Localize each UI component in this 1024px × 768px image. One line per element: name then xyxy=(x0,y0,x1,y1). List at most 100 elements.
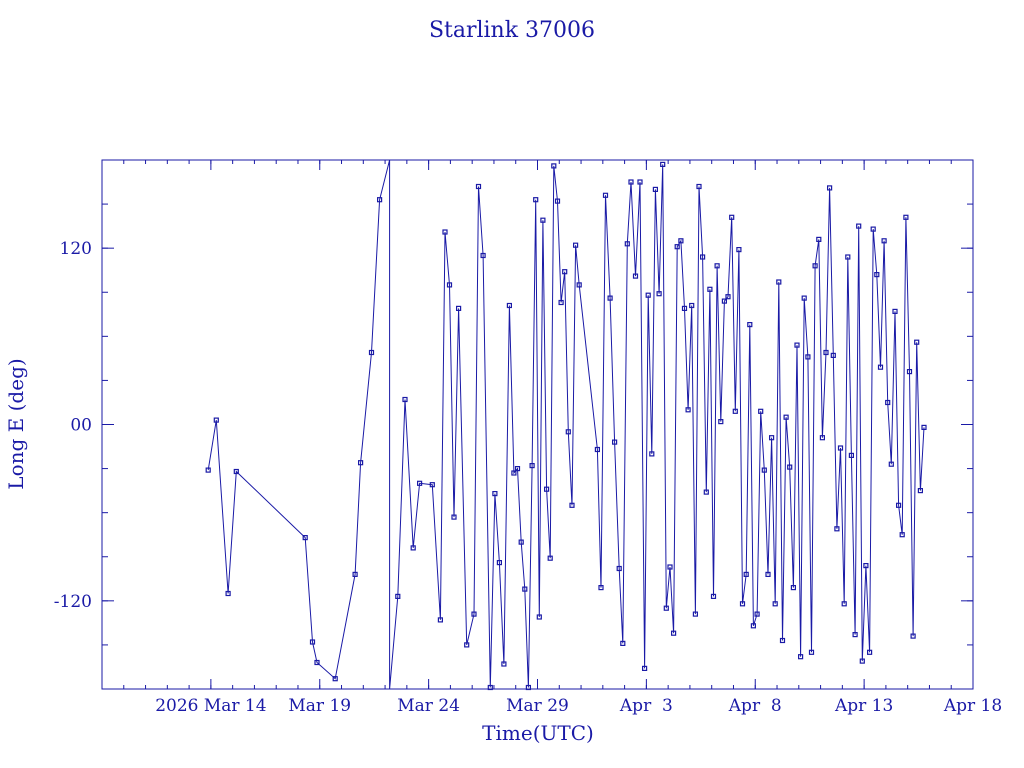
data-point xyxy=(819,435,826,441)
data-point xyxy=(761,467,767,473)
data-point xyxy=(710,593,717,600)
data-point xyxy=(699,254,706,260)
data-point xyxy=(718,419,724,425)
data-point xyxy=(332,676,338,682)
data-point xyxy=(866,649,873,655)
x-tick-label: Mar 29 xyxy=(506,696,569,716)
data-point xyxy=(681,305,688,311)
data-point xyxy=(805,354,811,360)
data-point xyxy=(565,429,571,435)
data-point xyxy=(569,502,575,508)
data-point xyxy=(233,468,239,475)
y-tick-label: 00 xyxy=(70,416,92,436)
data-point xyxy=(667,564,673,570)
data-point xyxy=(801,295,807,301)
x-tick-label: Mar 24 xyxy=(397,696,460,716)
data-point xyxy=(480,252,486,259)
data-point xyxy=(743,571,749,578)
data-point xyxy=(506,302,512,309)
data-point xyxy=(602,192,609,198)
data-point xyxy=(525,684,532,691)
data-point xyxy=(492,491,498,497)
data-point xyxy=(750,623,757,629)
data-point xyxy=(881,238,887,244)
data-point xyxy=(772,601,778,607)
data-point xyxy=(787,464,793,470)
y-tick-label: 120 xyxy=(60,239,92,259)
x-tick-label: 2026 Mar 14 xyxy=(155,696,266,716)
data-point xyxy=(456,305,462,311)
chart-title: Starlink 37006 xyxy=(429,18,595,43)
data-point xyxy=(598,584,604,591)
data-point xyxy=(721,298,728,304)
data-point xyxy=(754,611,760,617)
data-point xyxy=(649,451,655,457)
data-point xyxy=(696,183,702,190)
data-point xyxy=(645,292,651,298)
data-point xyxy=(616,565,622,572)
data-point xyxy=(620,640,626,647)
data-point xyxy=(464,642,470,648)
data-point xyxy=(656,291,662,297)
data-point xyxy=(899,532,905,538)
series-line xyxy=(207,160,925,689)
data-point xyxy=(859,658,865,664)
data-point xyxy=(703,489,709,495)
x-axis-label: Time(UTC) xyxy=(482,721,594,745)
data-point xyxy=(660,161,666,167)
data-point xyxy=(652,186,659,192)
data-point xyxy=(368,349,375,356)
y-axis: 120 00 -120 xyxy=(54,203,973,646)
data-point xyxy=(410,545,416,551)
data-point xyxy=(205,467,211,473)
data-point xyxy=(689,302,695,309)
data-point xyxy=(511,470,517,476)
data-point xyxy=(906,369,913,375)
data-point xyxy=(739,601,746,607)
data-point xyxy=(794,342,800,348)
data-point xyxy=(732,408,738,414)
data-point xyxy=(547,555,553,561)
data-point xyxy=(892,308,898,314)
data-point xyxy=(572,242,579,248)
data-point xyxy=(402,396,408,403)
data-point xyxy=(885,399,891,406)
data-point xyxy=(674,244,680,250)
data-point xyxy=(736,247,742,253)
data-point xyxy=(863,562,869,569)
data-point xyxy=(487,684,493,691)
x-tick-label: Apr 18 xyxy=(943,696,1002,716)
data-point xyxy=(471,611,477,617)
data-point xyxy=(714,263,720,269)
data-point xyxy=(522,586,528,592)
data-point xyxy=(637,179,643,185)
data-point xyxy=(834,526,840,532)
data-point xyxy=(729,214,735,220)
data-point xyxy=(848,452,855,458)
data-point xyxy=(558,299,564,306)
data-point xyxy=(377,197,383,203)
data-point xyxy=(812,263,818,269)
data-point xyxy=(501,661,507,667)
data-point xyxy=(678,238,684,244)
data-point xyxy=(607,295,613,301)
data-point xyxy=(914,339,920,345)
data-point xyxy=(823,349,829,356)
data-point xyxy=(429,482,435,488)
data-point xyxy=(641,665,648,672)
data-point xyxy=(576,282,582,288)
data-point xyxy=(768,435,775,441)
data-point xyxy=(758,408,764,414)
data-point xyxy=(870,226,876,232)
data-point xyxy=(888,461,894,467)
data-point xyxy=(446,282,453,288)
data-point xyxy=(496,559,502,566)
data-point xyxy=(225,590,231,597)
data-point xyxy=(707,286,713,292)
y-axis-label: Long E (deg) xyxy=(4,358,28,489)
series-longitude xyxy=(205,160,927,691)
data-point xyxy=(514,466,521,472)
data-point xyxy=(543,486,550,492)
data-point xyxy=(518,539,524,545)
